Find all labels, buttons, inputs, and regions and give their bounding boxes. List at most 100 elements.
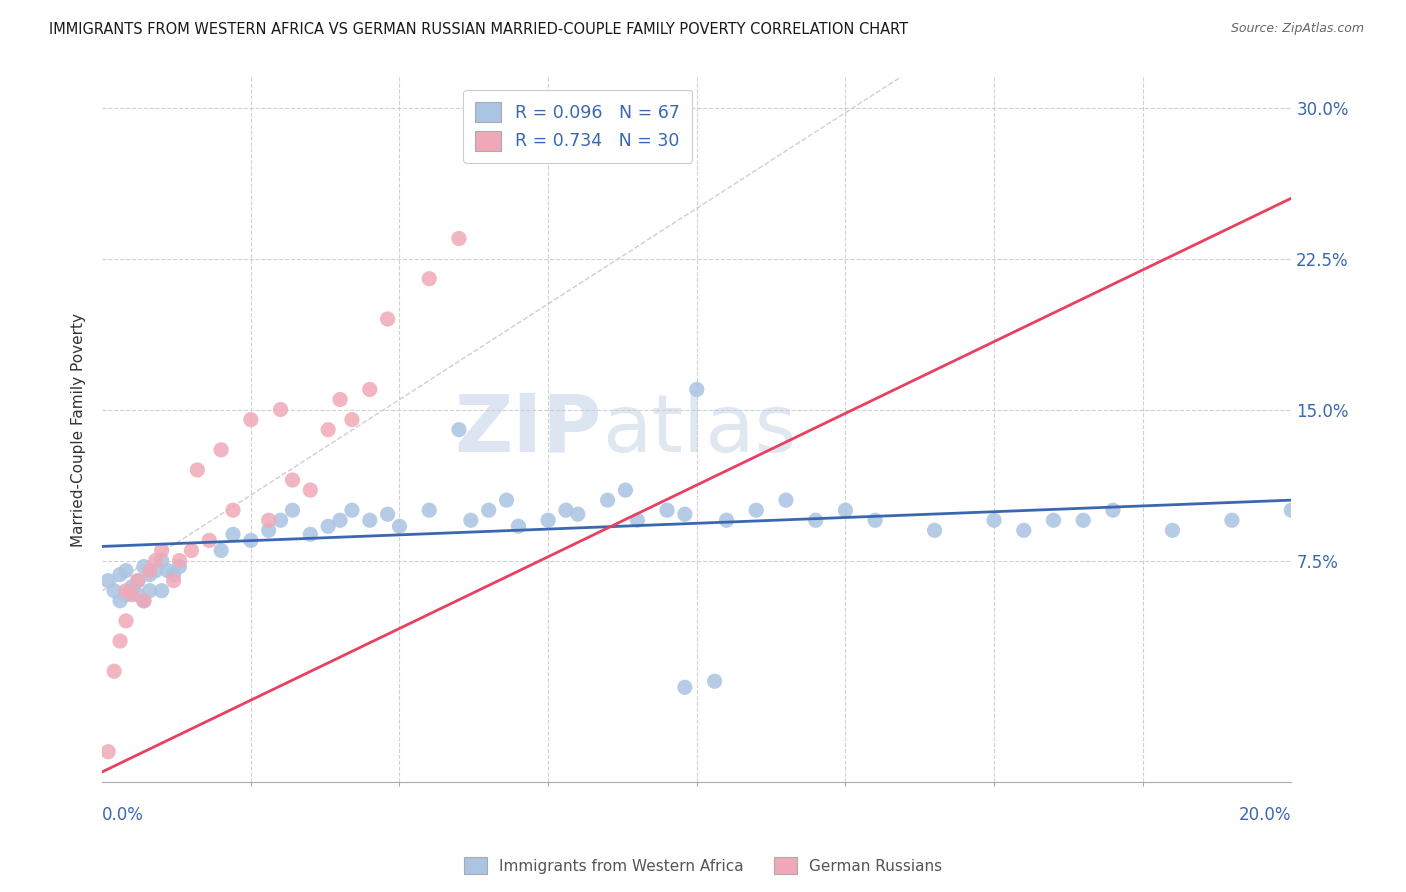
Point xyxy=(108,594,131,608)
Point xyxy=(614,483,637,497)
Point xyxy=(626,513,648,527)
Point xyxy=(703,674,725,689)
Point xyxy=(127,574,149,588)
Point xyxy=(1161,524,1184,538)
Y-axis label: Married-Couple Family Poverty: Married-Couple Family Poverty xyxy=(72,313,86,547)
Point xyxy=(1042,513,1064,527)
Point xyxy=(281,503,304,517)
Point xyxy=(145,553,167,567)
Point xyxy=(1220,513,1243,527)
Point xyxy=(508,519,530,533)
Point xyxy=(150,553,173,567)
Point xyxy=(716,513,738,527)
Point xyxy=(257,513,280,527)
Point xyxy=(316,519,339,533)
Point xyxy=(127,574,149,588)
Point xyxy=(162,574,184,588)
Point xyxy=(775,493,797,508)
Point xyxy=(198,533,221,548)
Point xyxy=(567,507,589,521)
Point xyxy=(103,583,125,598)
Point xyxy=(460,513,482,527)
Point xyxy=(745,503,768,517)
Point xyxy=(169,553,191,567)
Point xyxy=(299,527,322,541)
Point xyxy=(359,513,381,527)
Point xyxy=(447,423,470,437)
Point xyxy=(340,503,363,517)
Point xyxy=(115,614,138,628)
Point xyxy=(804,513,827,527)
Point xyxy=(257,524,280,538)
Point xyxy=(983,513,1005,527)
Point xyxy=(115,583,138,598)
Text: 0.0%: 0.0% xyxy=(103,806,143,824)
Text: Source: ZipAtlas.com: Source: ZipAtlas.com xyxy=(1230,22,1364,36)
Point xyxy=(150,583,173,598)
Point xyxy=(537,513,560,527)
Point xyxy=(209,543,232,558)
Point xyxy=(359,383,381,397)
Point xyxy=(1279,503,1302,517)
Point xyxy=(145,564,167,578)
Point xyxy=(150,543,173,558)
Point xyxy=(97,574,120,588)
Point xyxy=(156,564,179,578)
Point xyxy=(299,483,322,497)
Point xyxy=(495,493,517,508)
Point xyxy=(139,583,162,598)
Text: 20.0%: 20.0% xyxy=(1239,806,1291,824)
Point xyxy=(340,412,363,426)
Point xyxy=(108,567,131,582)
Point xyxy=(478,503,501,517)
Point xyxy=(132,594,155,608)
Point xyxy=(162,567,184,582)
Point xyxy=(1071,513,1094,527)
Point xyxy=(377,507,399,521)
Point xyxy=(132,559,155,574)
Point xyxy=(418,271,440,285)
Point xyxy=(186,463,208,477)
Point xyxy=(686,383,709,397)
Point xyxy=(139,564,162,578)
Point xyxy=(139,567,162,582)
Point xyxy=(834,503,856,517)
Point xyxy=(655,503,678,517)
Point xyxy=(121,588,143,602)
Point xyxy=(388,519,411,533)
Point xyxy=(596,493,619,508)
Point xyxy=(270,513,292,527)
Point xyxy=(115,564,138,578)
Point xyxy=(209,442,232,457)
Point xyxy=(127,588,149,602)
Point xyxy=(169,559,191,574)
Point xyxy=(180,543,202,558)
Point xyxy=(863,513,886,527)
Point xyxy=(673,681,696,695)
Point xyxy=(108,634,131,648)
Point xyxy=(222,503,245,517)
Legend: R = 0.096   N = 67, R = 0.734   N = 30: R = 0.096 N = 67, R = 0.734 N = 30 xyxy=(464,89,692,162)
Point xyxy=(377,312,399,326)
Point xyxy=(115,588,138,602)
Point xyxy=(270,402,292,417)
Point xyxy=(447,231,470,245)
Point xyxy=(281,473,304,487)
Point xyxy=(103,664,125,678)
Legend: Immigrants from Western Africa, German Russians: Immigrants from Western Africa, German R… xyxy=(457,851,949,880)
Text: atlas: atlas xyxy=(602,391,796,468)
Point xyxy=(222,527,245,541)
Point xyxy=(121,583,143,598)
Point xyxy=(97,745,120,759)
Point xyxy=(121,580,143,594)
Point xyxy=(329,392,352,407)
Point xyxy=(239,412,262,426)
Text: IMMIGRANTS FROM WESTERN AFRICA VS GERMAN RUSSIAN MARRIED-COUPLE FAMILY POVERTY C: IMMIGRANTS FROM WESTERN AFRICA VS GERMAN… xyxy=(49,22,908,37)
Point xyxy=(418,503,440,517)
Text: ZIP: ZIP xyxy=(454,391,602,468)
Point xyxy=(1102,503,1125,517)
Point xyxy=(132,594,155,608)
Point xyxy=(555,503,578,517)
Point xyxy=(673,507,696,521)
Point xyxy=(316,423,339,437)
